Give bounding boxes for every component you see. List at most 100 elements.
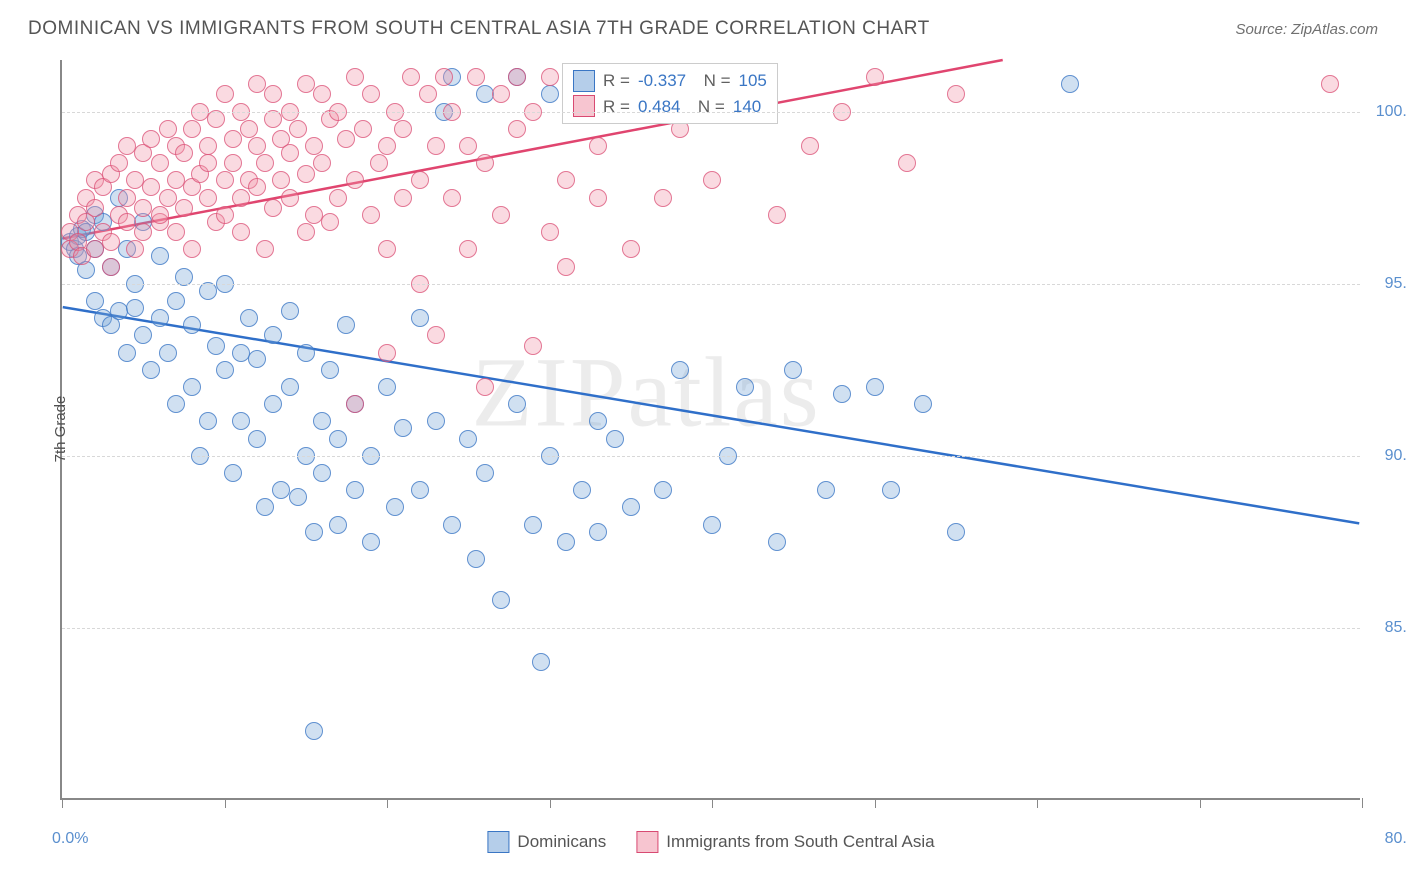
data-point [606,430,624,448]
data-point [272,171,290,189]
data-point [207,337,225,355]
data-point [419,85,437,103]
data-point [126,240,144,258]
legend-r-label: R = [603,68,630,94]
legend-row-pink: R = 0.484 N = 140 [573,94,767,120]
data-point [467,550,485,568]
data-point [541,223,559,241]
data-point [159,120,177,138]
data-point [134,223,152,241]
data-point [532,653,550,671]
gridline [62,112,1360,113]
data-point [589,412,607,430]
data-point [467,68,485,86]
data-point [224,464,242,482]
data-point [126,299,144,317]
source-label: Source: ZipAtlas.com [1235,21,1378,38]
data-point [281,144,299,162]
data-point [378,378,396,396]
data-point [159,189,177,207]
data-point [362,206,380,224]
gridline [62,628,1360,629]
data-point [354,120,372,138]
data-point [142,178,160,196]
data-point [622,498,640,516]
data-point [297,75,315,93]
data-point [232,412,250,430]
data-point [86,292,104,310]
data-point [784,361,802,379]
data-point [914,395,932,413]
data-point [175,199,193,217]
legend-n-blue: 105 [739,68,767,94]
bottom-legend-item-pink: Immigrants from South Central Asia [636,831,934,853]
data-point [216,85,234,103]
data-point [557,533,575,551]
bottom-legend-label-pink: Immigrants from South Central Asia [666,832,934,852]
data-point [142,130,160,148]
data-point [411,171,429,189]
data-point [801,137,819,155]
data-point [378,344,396,362]
x-tick [225,798,226,808]
data-point [557,171,575,189]
data-point [508,395,526,413]
data-point [459,137,477,155]
data-point [305,523,323,541]
data-point [281,378,299,396]
data-point [110,302,128,320]
data-point [102,258,120,276]
data-point [573,481,591,499]
legend-swatch-pink [573,95,595,117]
chart-plot-area: 7th Grade ZIPatlas R = -0.337 N = 105 R … [60,60,1360,800]
data-point [435,68,453,86]
x-tick [550,798,551,808]
data-point [199,412,217,430]
data-point [622,240,640,258]
data-point [167,395,185,413]
data-point [142,361,160,379]
legend-r-blue: -0.337 [638,68,686,94]
data-point [346,171,364,189]
data-point [443,189,461,207]
data-point [110,154,128,172]
data-point [264,326,282,344]
gridline [62,456,1360,457]
data-point [654,189,672,207]
data-point [589,189,607,207]
data-point [337,316,355,334]
data-point [370,154,388,172]
data-point [281,189,299,207]
data-point [102,233,120,251]
legend-swatch-blue [573,70,595,92]
data-point [313,464,331,482]
data-point [898,154,916,172]
data-point [313,85,331,103]
data-point [175,144,193,162]
legend-swatch-pink [636,831,658,853]
data-point [362,85,380,103]
data-point [589,523,607,541]
data-point [305,722,323,740]
data-point [297,165,315,183]
data-point [151,309,169,327]
data-point [216,361,234,379]
data-point [476,154,494,172]
data-point [337,130,355,148]
legend-r-label: R = [603,94,630,120]
data-point [346,68,364,86]
data-point [248,75,266,93]
data-point [427,326,445,344]
data-point [817,481,835,499]
x-axis-max-label: 80.0% [1385,830,1406,848]
data-point [703,516,721,534]
data-point [281,302,299,320]
data-point [768,533,786,551]
y-tick-label: 100.0% [1370,103,1406,121]
data-point [183,120,201,138]
data-point [541,85,559,103]
data-point [248,350,266,368]
data-point [248,430,266,448]
data-point [159,344,177,362]
data-point [346,395,364,413]
